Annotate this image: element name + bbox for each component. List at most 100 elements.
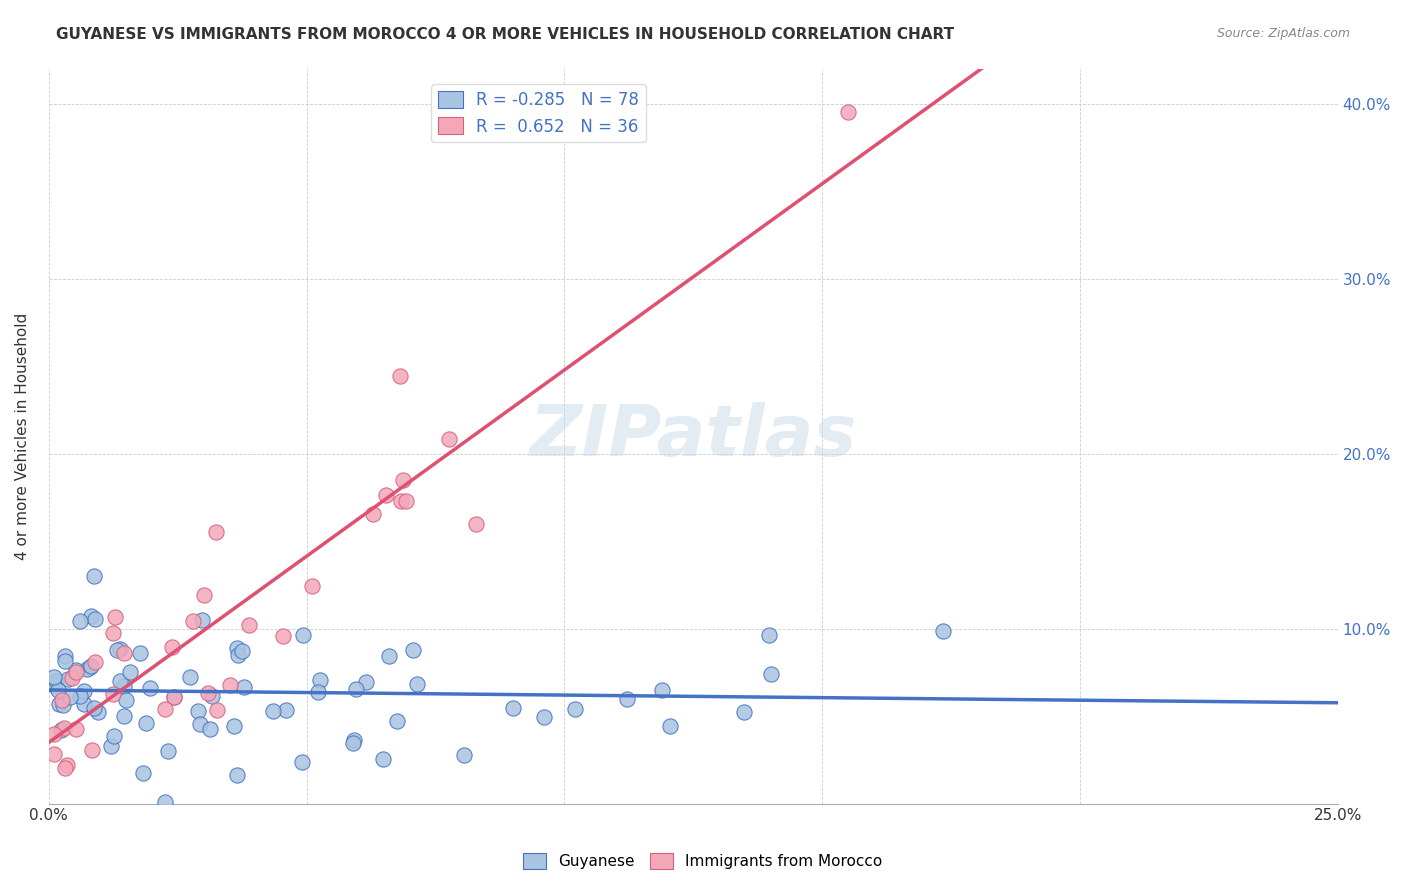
Immigrants from Morocco (837, 105, 859, 120)
Guyanese (73, 697, 96, 711)
Immigrants from Morocco (83, 655, 105, 669)
Guyanese (226, 640, 249, 655)
Guyanese (83, 568, 105, 582)
Guyanese (658, 719, 681, 733)
Guyanese (225, 767, 247, 781)
Guyanese (83, 612, 105, 626)
Immigrants from Morocco (204, 524, 226, 539)
Guyanese (291, 628, 314, 642)
Immigrants from Morocco (51, 693, 73, 707)
Guyanese (42, 670, 65, 684)
Guyanese (226, 648, 249, 663)
Immigrants from Morocco (65, 722, 87, 736)
Guyanese (69, 615, 91, 629)
Immigrants from Morocco (219, 678, 242, 692)
Guyanese (188, 717, 211, 731)
Guyanese (49, 723, 72, 738)
Guyanese (112, 708, 135, 723)
Immigrants from Morocco (80, 743, 103, 757)
Legend: Guyanese, Immigrants from Morocco: Guyanese, Immigrants from Morocco (517, 847, 889, 875)
Guyanese (502, 701, 524, 715)
Immigrants from Morocco (361, 507, 384, 521)
Guyanese (132, 765, 155, 780)
Guyanese (48, 697, 70, 711)
Guyanese (52, 698, 75, 712)
Guyanese (733, 705, 755, 719)
Guyanese (201, 690, 224, 704)
Guyanese (114, 693, 136, 707)
Guyanese (112, 680, 135, 694)
Legend: R = -0.285   N = 78, R =  0.652   N = 36: R = -0.285 N = 78, R = 0.652 N = 36 (432, 84, 645, 142)
Immigrants from Morocco (103, 626, 125, 640)
Guyanese (79, 609, 101, 624)
Guyanese (80, 658, 103, 673)
Guyanese (65, 663, 87, 677)
Guyanese (42, 677, 65, 691)
Text: ZIPatlas: ZIPatlas (530, 401, 856, 471)
Guyanese (179, 670, 201, 684)
Immigrants from Morocco (104, 609, 127, 624)
Guyanese (118, 665, 141, 679)
Guyanese (387, 714, 409, 728)
Guyanese (79, 660, 101, 674)
Immigrants from Morocco (56, 758, 79, 772)
Guyanese (87, 705, 110, 719)
Guyanese (100, 739, 122, 754)
Guyanese (406, 677, 429, 691)
Immigrants from Morocco (181, 614, 204, 628)
Guyanese (346, 682, 368, 697)
Guyanese (187, 704, 209, 718)
Text: GUYANESE VS IMMIGRANTS FROM MOROCCO 4 OR MORE VEHICLES IN HOUSEHOLD CORRELATION : GUYANESE VS IMMIGRANTS FROM MOROCCO 4 OR… (56, 27, 955, 42)
Y-axis label: 4 or more Vehicles in Household: 4 or more Vehicles in Household (15, 312, 30, 559)
Guyanese (343, 733, 366, 747)
Guyanese (163, 690, 186, 705)
Guyanese (371, 752, 394, 766)
Immigrants from Morocco (394, 494, 416, 508)
Immigrants from Morocco (155, 702, 177, 716)
Guyanese (108, 641, 131, 656)
Immigrants from Morocco (205, 703, 228, 717)
Immigrants from Morocco (389, 368, 412, 383)
Guyanese (198, 722, 221, 736)
Guyanese (758, 628, 780, 642)
Guyanese (222, 719, 245, 733)
Guyanese (59, 690, 82, 704)
Immigrants from Morocco (163, 690, 186, 704)
Immigrants from Morocco (437, 432, 460, 446)
Immigrants from Morocco (389, 493, 412, 508)
Guyanese (232, 680, 254, 694)
Immigrants from Morocco (197, 686, 219, 700)
Guyanese (53, 649, 76, 664)
Guyanese (191, 614, 214, 628)
Immigrants from Morocco (53, 761, 76, 775)
Immigrants from Morocco (112, 646, 135, 660)
Guyanese (564, 702, 586, 716)
Guyanese (761, 667, 783, 681)
Guyanese (45, 674, 67, 689)
Guyanese (155, 795, 177, 809)
Guyanese (103, 729, 125, 743)
Immigrants from Morocco (42, 747, 65, 761)
Guyanese (105, 643, 128, 657)
Immigrants from Morocco (193, 589, 215, 603)
Immigrants from Morocco (101, 687, 124, 701)
Immigrants from Morocco (464, 516, 486, 531)
Guyanese (401, 642, 423, 657)
Guyanese (378, 649, 401, 664)
Guyanese (139, 681, 162, 695)
Immigrants from Morocco (391, 473, 413, 487)
Guyanese (342, 736, 364, 750)
Guyanese (53, 654, 76, 668)
Text: Source: ZipAtlas.com: Source: ZipAtlas.com (1216, 27, 1350, 40)
Immigrants from Morocco (375, 487, 398, 501)
Guyanese (931, 624, 953, 638)
Immigrants from Morocco (60, 671, 83, 685)
Guyanese (56, 673, 79, 687)
Guyanese (291, 755, 314, 769)
Guyanese (307, 685, 329, 699)
Guyanese (309, 673, 332, 688)
Guyanese (73, 684, 96, 698)
Guyanese (83, 701, 105, 715)
Guyanese (533, 709, 555, 723)
Immigrants from Morocco (301, 579, 323, 593)
